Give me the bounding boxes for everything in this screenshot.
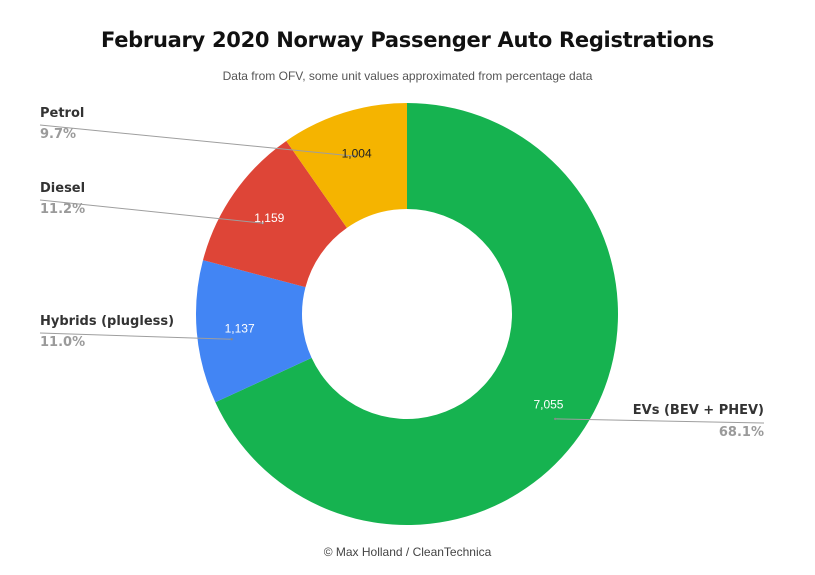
label-petrol-percent: 9.7% bbox=[40, 127, 76, 142]
label-diesel-percent: 11.2% bbox=[40, 202, 85, 217]
leader-line-petrol bbox=[39, 124, 355, 157]
slice-diesel bbox=[203, 140, 347, 288]
value-label-diesel: 1,159 bbox=[254, 211, 284, 225]
value-label-petrol: 1,004 bbox=[342, 147, 372, 161]
label-hybrids-percent: 11.0% bbox=[40, 335, 85, 350]
leader-line-group bbox=[39, 124, 765, 424]
label-diesel-name: Diesel bbox=[40, 181, 85, 196]
value-label-hybrids-plugless: 1,137 bbox=[225, 322, 255, 336]
leader-line-evs-bev-phev bbox=[555, 418, 765, 424]
value-label-evs-bev-phev: 7,055 bbox=[533, 398, 563, 412]
leader-dot-petrol bbox=[353, 154, 356, 158]
leader-line-diesel bbox=[39, 199, 263, 224]
label-petrol-name: Petrol bbox=[40, 106, 84, 121]
chart-footer-credit: © Max Holland / CleanTechnica bbox=[323, 545, 492, 559]
label-evs-percent: 68.1% bbox=[719, 425, 764, 440]
leader-dot-hybrids-plugless bbox=[230, 338, 233, 341]
chart-subtitle: Data from OFV, some unit values approxim… bbox=[222, 69, 593, 83]
leader-line-hybrids-plugless bbox=[39, 332, 232, 340]
label-hybrids-name: Hybrids (plugless) bbox=[40, 314, 174, 329]
slice-petrol bbox=[286, 103, 407, 228]
chart-title: February 2020 Norway Passenger Auto Regi… bbox=[101, 28, 714, 52]
leader-dot-evs-bev-phev bbox=[554, 417, 557, 421]
label-evs-name: EVs (BEV + PHEV) bbox=[633, 403, 764, 418]
leader-dot-diesel bbox=[261, 221, 264, 225]
slice-evs-bev-phev bbox=[215, 103, 619, 525]
slice-group bbox=[196, 103, 619, 525]
value-label-group: 7,055 1,137 1,159 1,004 bbox=[225, 147, 564, 412]
slice-hybrids-plugless bbox=[196, 260, 312, 403]
